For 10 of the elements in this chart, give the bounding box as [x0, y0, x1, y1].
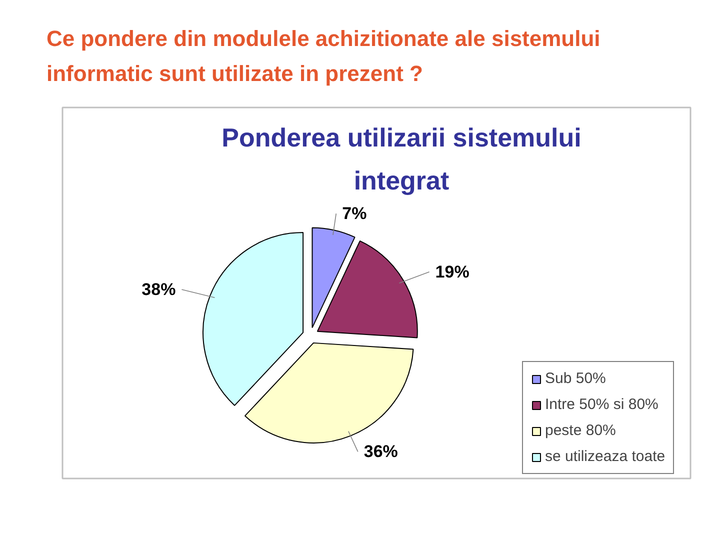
- data-label: 36%: [364, 442, 398, 462]
- data-label: 7%: [342, 204, 367, 224]
- legend-label: Intre 50% si 80%: [545, 396, 658, 413]
- legend-label: se utilizeaza toate: [545, 448, 666, 465]
- legend-label: peste 80%: [545, 422, 616, 439]
- chart-subtitle: Ponderea utilizarii sistemului integrat: [222, 122, 582, 196]
- chart-title: Ce pondere din modulele achizitionate ale sistemului informatic sunt utilizate in prezent ?: [46, 26, 600, 86]
- data-label: 19%: [435, 262, 470, 282]
- data-label: 38%: [142, 280, 176, 299]
- legend-label: Sub 50%: [545, 370, 606, 387]
